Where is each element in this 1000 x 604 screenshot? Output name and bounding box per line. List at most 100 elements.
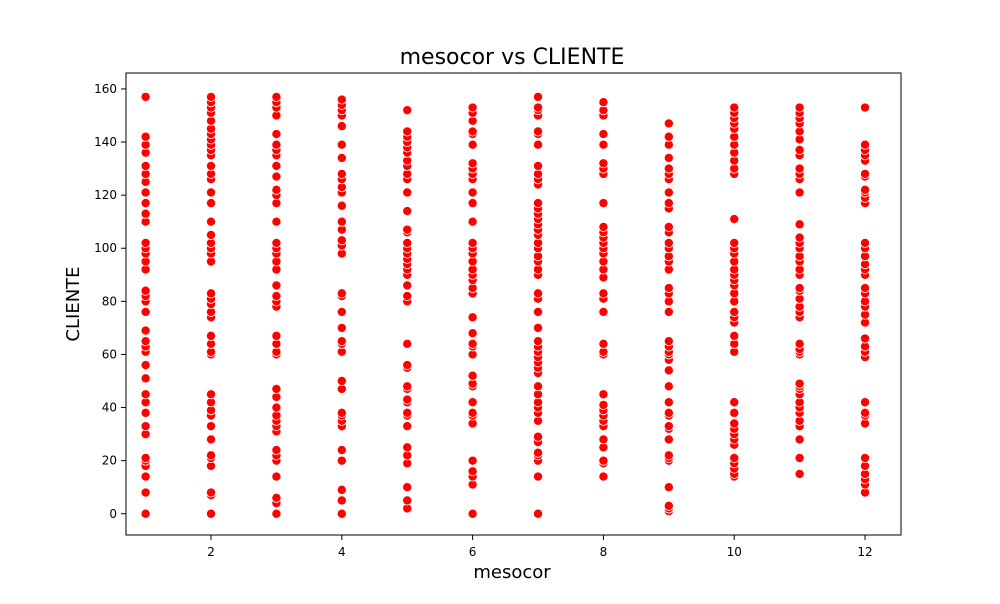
data-point <box>336 288 347 299</box>
data-point <box>467 102 478 113</box>
data-point <box>206 450 217 461</box>
data-point <box>336 375 347 386</box>
x-tick-label: 10 <box>727 545 742 559</box>
data-point <box>467 312 478 323</box>
data-point <box>467 139 478 150</box>
y-tick-label: 20 <box>102 454 117 468</box>
data-point <box>402 442 413 453</box>
data-point <box>860 168 871 179</box>
data-point <box>729 214 740 225</box>
data-point <box>533 288 544 299</box>
data-point <box>663 336 674 347</box>
y-tick-label: 120 <box>94 188 117 202</box>
x-axis-ticks: 2 4 6 8 10 12 <box>207 535 873 559</box>
data-point <box>860 407 871 418</box>
data-point <box>598 389 609 400</box>
data-point <box>729 452 740 463</box>
data-point <box>140 91 151 102</box>
data-point <box>271 91 282 102</box>
data-point <box>663 500 674 511</box>
data-point <box>206 389 217 400</box>
data-point <box>533 336 544 347</box>
data-point <box>140 407 151 418</box>
data-point <box>467 158 478 169</box>
data-point <box>794 102 805 113</box>
data-point <box>402 381 413 392</box>
data-point <box>271 508 282 519</box>
data-point <box>402 360 413 371</box>
data-point <box>336 200 347 211</box>
data-point <box>860 237 871 248</box>
data-point <box>140 373 151 384</box>
points-layer <box>140 91 871 519</box>
data-point <box>336 455 347 466</box>
data-point <box>271 171 282 182</box>
data-point <box>598 338 609 349</box>
plot-frame <box>125 72 902 536</box>
data-point <box>663 482 674 493</box>
data-point <box>860 139 871 150</box>
data-point <box>271 383 282 394</box>
x-tick-label: 8 <box>600 545 608 559</box>
data-point <box>140 360 151 371</box>
data-point <box>271 402 282 413</box>
y-tick-label: 0 <box>109 507 117 521</box>
data-point <box>533 381 544 392</box>
data-point <box>794 468 805 479</box>
chart-title: mesocor vs CLIENTE <box>400 45 625 70</box>
data-point <box>729 306 740 317</box>
data-point <box>467 370 478 381</box>
data-point <box>663 187 674 198</box>
data-point <box>140 336 151 347</box>
data-point <box>336 306 347 317</box>
data-point <box>467 187 478 198</box>
data-point <box>402 291 413 302</box>
y-tick-label: 60 <box>102 347 117 361</box>
data-point <box>533 102 544 113</box>
data-point <box>663 152 674 163</box>
data-point <box>467 466 478 477</box>
data-point <box>336 407 347 418</box>
data-point <box>467 328 478 339</box>
data-point <box>729 330 740 341</box>
data-point <box>336 445 347 456</box>
data-point <box>402 394 413 405</box>
data-point <box>860 184 871 195</box>
y-tick-label: 160 <box>94 82 117 96</box>
data-point <box>533 306 544 317</box>
data-point <box>467 338 478 349</box>
data-point <box>598 158 609 169</box>
data-point <box>860 333 871 344</box>
data-point <box>794 187 805 198</box>
x-axis-label: mesocor <box>473 562 551 583</box>
data-point <box>140 306 151 317</box>
data-point <box>336 235 347 246</box>
data-point <box>729 418 740 429</box>
data-point <box>402 482 413 493</box>
data-point <box>598 97 609 108</box>
data-point <box>663 397 674 408</box>
data-point <box>598 221 609 232</box>
data-point <box>598 471 609 482</box>
data-point <box>533 431 544 442</box>
data-point <box>663 198 674 209</box>
data-point <box>206 187 217 198</box>
data-point <box>663 450 674 461</box>
data-point <box>206 508 217 519</box>
data-point <box>140 131 151 142</box>
data-point <box>402 126 413 137</box>
data-point <box>271 492 282 503</box>
y-tick-label: 80 <box>102 294 117 308</box>
data-point <box>271 184 282 195</box>
data-point <box>140 487 151 498</box>
data-point <box>794 378 805 389</box>
data-point <box>402 224 413 235</box>
data-point <box>729 237 740 248</box>
data-point <box>402 206 413 217</box>
data-point <box>794 163 805 174</box>
data-point <box>206 330 217 341</box>
data-point <box>271 160 282 171</box>
data-point <box>467 508 478 519</box>
data-point <box>794 219 805 230</box>
